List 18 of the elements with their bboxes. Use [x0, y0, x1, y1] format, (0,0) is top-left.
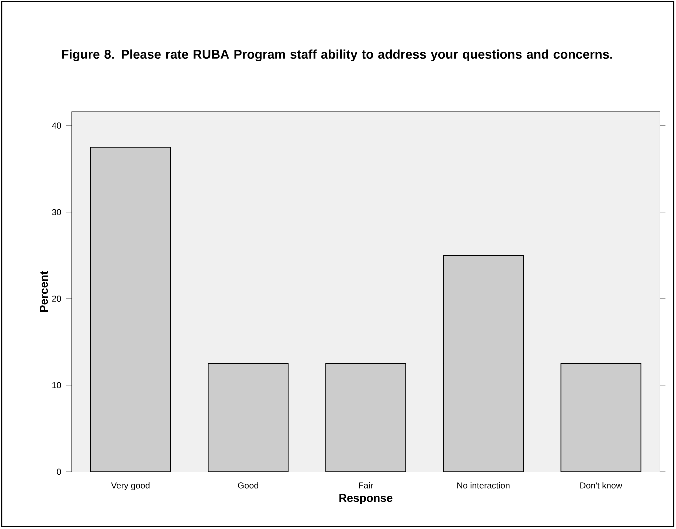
y-tick-label: 20 — [52, 296, 62, 302]
x-tick-label: Good — [238, 482, 258, 489]
bar — [560, 363, 642, 472]
y-tick-label: 10 — [52, 382, 62, 389]
bar — [326, 364, 406, 472]
y-axis-title: Percent — [40, 271, 48, 312]
x-axis-title: Response — [340, 494, 393, 504]
y-tick-label: 30 — [52, 209, 62, 216]
bar — [90, 147, 172, 472]
bar — [443, 255, 524, 472]
bar — [208, 363, 289, 472]
x-tick-label: Very good — [111, 482, 150, 490]
x-tick-label: Don't know — [580, 482, 622, 489]
y-tick-label: 40 — [52, 122, 62, 129]
x-tick-label: No interaction — [458, 482, 510, 489]
chart-title: Figure 8. Please rate RUBA Program staff ability to address your questions and concerns. — [62, 50, 612, 62]
y-tick-label: 0 — [57, 468, 62, 476]
x-tick-label: Fair — [359, 482, 374, 489]
